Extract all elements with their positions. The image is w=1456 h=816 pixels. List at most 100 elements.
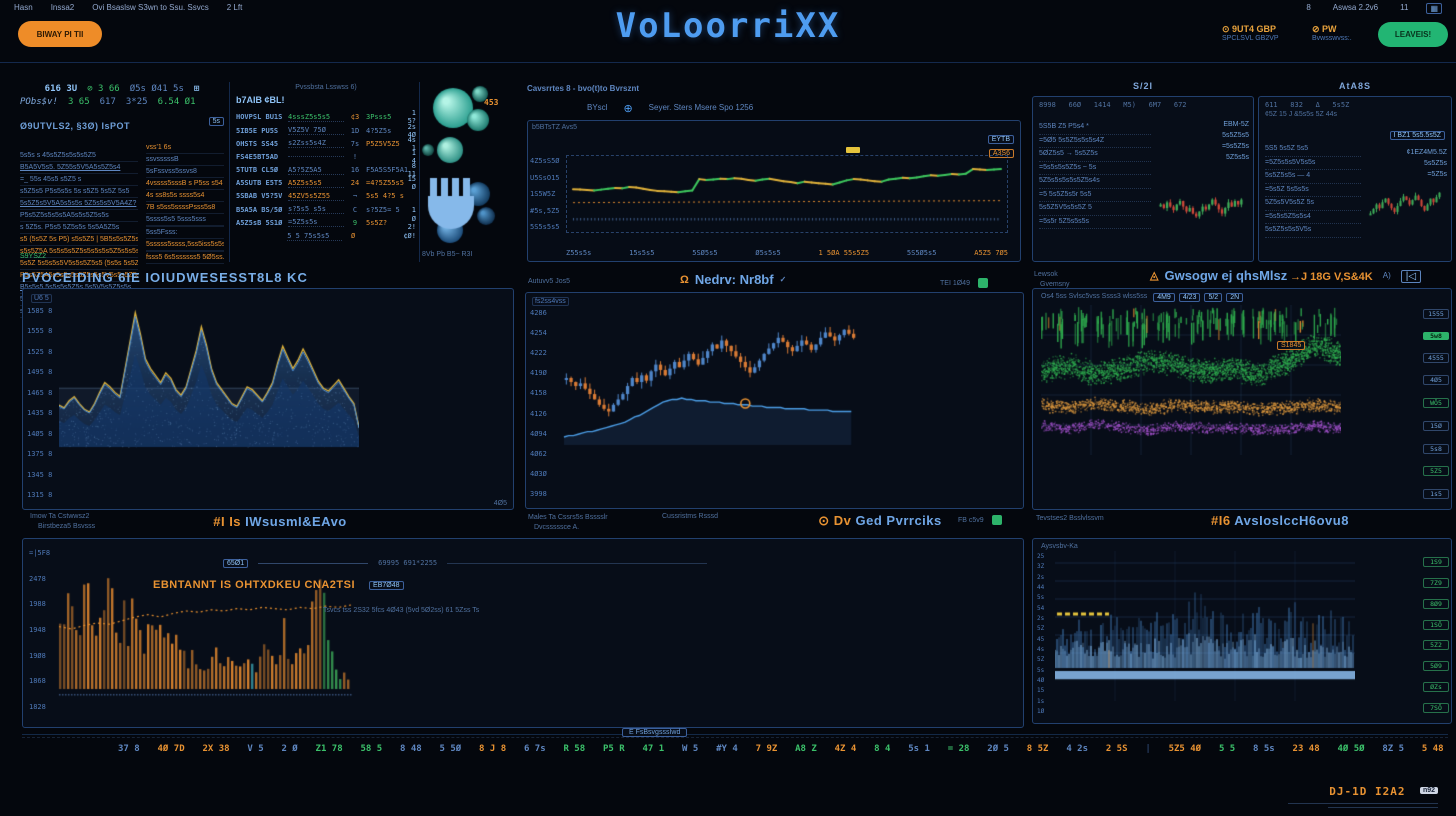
orderbook-row[interactable]: =5Ø5 5s5Z5s5s5s4Z	[1039, 135, 1151, 148]
watchlist-line[interactable]: 4vssss5sssB s P5ss s54	[146, 178, 224, 190]
menu-item[interactable]: Inssa2	[50, 3, 75, 12]
orderbook-row[interactable]: 5S5B Z5 P5s4 *	[1039, 121, 1151, 135]
watchlist-line[interactable]: 5s5Z5s5V5A5s5s5s 5Z5s5s5V5A4Z?	[20, 198, 138, 210]
watchlist-line[interactable]: vss'1 6s	[146, 142, 224, 154]
right-tick-label: ØZs	[1423, 682, 1449, 693]
volume-histogram-chart[interactable]	[55, 551, 355, 701]
orderbook-row[interactable]: =5Z5s5s5V5s5s	[1265, 157, 1361, 170]
primary-cta-button[interactable]: BIWAY PI TII	[18, 21, 102, 47]
ticker-item: 2 5S	[1105, 744, 1128, 754]
y-tick-label: 419Ø	[530, 369, 547, 378]
right-tick-label: 1s5	[1423, 489, 1449, 499]
grid-view-icon[interactable]: ▦	[1426, 3, 1442, 14]
histogram-annotation: 65Ø1 69995 691*2255	[223, 559, 708, 568]
position-icon: 16	[350, 166, 360, 175]
header-accent-value: →J 18G V,S&4K	[1290, 270, 1373, 283]
watchlist-line[interactable]: =_ 55s 45s5 s5Z5 s	[20, 174, 138, 186]
orderbook-row[interactable]: =5s5r 5Z5s5s5s	[1039, 216, 1151, 229]
orderbook-row[interactable]: 5Z5s5s5s5s5Z5s4s	[1039, 175, 1151, 189]
orderbook-row[interactable]: 5ØZ5s5 → 5s5Z5s	[1039, 148, 1151, 162]
position-change: 3Psss5	[366, 113, 392, 122]
y-tick-label: 1555 8	[27, 327, 53, 336]
orderbook-right-rows: 5S5 5s5Z 5s5 =5Z5s5s5V5s5s 5s5Z5s5s — 4 =5s…	[1265, 143, 1361, 238]
watchlist-line[interactable]: s5 (5s5Z 5s P5) s5s5Z5 | 5B5s5s5Z5s	[20, 234, 138, 246]
orderbook-row[interactable]: 5s5Z5s5s5V5s	[1265, 224, 1361, 238]
positions-row[interactable]: 5IB5E PU5S V5Z5V 75Ø 1D 4?5Z5s 2s 4Ø	[236, 123, 416, 139]
watchlist-line[interactable]: 5ss5Fsss:	[146, 227, 224, 239]
orderbook-row[interactable]: 5S5 5s5Z 5s5	[1265, 143, 1361, 157]
watchlist-line[interactable]: 7B s5ss5ssssPsss5s8	[146, 202, 224, 214]
stat-value: 616 3U	[44, 84, 78, 94]
yellow-marker	[846, 147, 860, 153]
caption-accent: #I Is	[213, 514, 242, 529]
positions-title: b7AIB ¢BL!	[236, 94, 285, 105]
ticker-item: 5 5Ø	[439, 744, 462, 754]
watchlist-line[interactable]: 5ssss5s5 5sss5sss	[146, 214, 224, 226]
orderbook-row[interactable]: =5s5s5s5Z5s ~ 5s	[1039, 162, 1151, 175]
login-button[interactable]: LEAVEIS!	[1378, 22, 1448, 47]
watchlist-line[interactable]: 5sFssvss5ssvs8	[146, 166, 224, 178]
positions-row[interactable]: FS4E5BT5AD ! 1 4	[236, 149, 416, 165]
mini-badge-label: 5s	[208, 117, 224, 126]
watchlist-line[interactable]: P5s5Z5s5s5s5A5s5s5Z5s5s	[20, 210, 138, 222]
y-tick-label: 5s	[1037, 666, 1045, 674]
orderbook-row[interactable]: =5s5Z 5s5s5s	[1265, 184, 1361, 197]
watchlist-line[interactable]: 5s5Z 5s5s5s5V5s5s5Z5s5 (5s5s 5s5Z5	[20, 258, 138, 270]
orderbook-row[interactable]: =5s5s5Z5s5s4	[1265, 211, 1361, 224]
menu-item[interactable]: Hasn	[14, 3, 33, 12]
y-tick-label: 1435 8	[27, 409, 53, 418]
position-symbol: 5TUTB CL5Ø	[236, 166, 279, 175]
caption-icon: ⊙	[818, 513, 830, 528]
watchlist-line[interactable]: ssvsssssB	[146, 154, 224, 166]
watchlist-line[interactable]	[146, 251, 224, 252]
watchlist-line[interactable]: s 5Z5s. P5s5 5Z5s5s 5s5A5Z5s	[20, 222, 138, 234]
watchlist-line[interactable]: 5sssss5ssss,5ss5iss5s5ssf	[146, 239, 224, 251]
depth-spike-chart[interactable]	[1055, 551, 1355, 701]
area-chart[interactable]	[59, 303, 359, 453]
watchlist-line[interactable]: P5s5Z5A5s5s5s5s5Z5s5s5V5s5s5Z5s	[20, 270, 138, 282]
candlestick-chart[interactable]	[560, 305, 860, 455]
ticker-item: 5 48	[1421, 744, 1444, 754]
menu-item[interactable]: Ovi Bsaslsw S3wn to Ssu. Ssvcs	[92, 3, 209, 12]
menu-item[interactable]: 2 Lft	[226, 3, 243, 12]
positions-row[interactable]: A5Z5sB 5S1Ø =5Z5s5s 9 5s5Z? Ø 2!	[236, 215, 416, 231]
menu-right-item[interactable]: 11	[1400, 3, 1409, 12]
header-divider	[0, 62, 1456, 63]
watchlist-line[interactable]: B5A5V5s5. 5Z55s5V5A5s5Z5s4	[20, 162, 138, 174]
equity-title: Cavsrrtes 8 - bvo(t)to Bvrsznt	[527, 84, 640, 93]
positions-row[interactable]: 5SBAB V5?5V 45ZV5s5Z55 ¬ 5s5 4?5 s	[236, 190, 416, 203]
scatter-title: Gwsogw ej qhsMlsz	[1164, 268, 1288, 283]
scatter-header: ◬ Gwsogw ej qhsMlsz	[1150, 268, 1287, 283]
expand-arrow-button[interactable]: |◁	[1400, 270, 1422, 283]
positions-row[interactable]: HOVPSL BU1S 4sssZ5s5s5 ¢3 3Psss5 1 5?	[236, 109, 416, 125]
candle-header: Ω Nedrv: Nr8bf ✓	[680, 272, 786, 287]
positions-row[interactable]: 5 5 75s5s5 Ø ¢Ø!	[236, 229, 416, 242]
ticker-bar: E FsBsvgsssIwd 37 8 4Ø 7D 2X 38 V 5 2 Ø Z1 78…	[22, 728, 1448, 754]
orderbook-row[interactable]: 5s5Z5s5s — 4	[1265, 170, 1361, 184]
watchlist-line[interactable]: s5Z5s5 P5s5s5s 5s s5Z5 5s5Z 5s5	[20, 186, 138, 198]
watchlist-line[interactable]: 5s5s s 45s5Z5s5s5s5Z5	[20, 150, 138, 162]
positions-row[interactable]: B5A5A BS/5Ø s?5s5 s5s C s?5Z5= 5 1	[236, 203, 416, 216]
positions-row[interactable]: 5TUTB CL5Ø A5?5Z5A5 16 F5A5S5F5A1 8 11	[236, 162, 416, 178]
positions-row[interactable]: OHSTS SS45 s2Zss5s4Z 7s P5Z5V5Z5 4s 1	[236, 136, 416, 152]
positions-row[interactable]: A5SUTB E5T5 A5Z5s5s5 24 =4?5Z55s5 15 Ø	[236, 175, 416, 191]
area-chart-tag: U6 5	[31, 294, 52, 303]
x-tick-label: 1 5ØA 55s5Z5	[818, 249, 870, 257]
orderbook-row[interactable]: 5s5Z5V5s5s5Z 5	[1039, 202, 1151, 216]
range-toggle[interactable]: BYscl	[587, 103, 608, 113]
right-tick-label: 5Ø9	[1423, 661, 1449, 672]
globe-icon[interactable]: ⊕	[623, 103, 633, 115]
area-corner-label: 4Ø5	[493, 500, 507, 508]
orderbook-row[interactable]: =5 5s5Z5s5r 5s5	[1039, 189, 1151, 202]
watchlist-line[interactable]: 4s ss8s5s ssss5s4	[146, 190, 224, 202]
menu-right-item[interactable]: 8	[1306, 3, 1311, 12]
bubble-caption: 8Vb Pb B5~ R3I	[422, 251, 473, 259]
watchlist-line[interactable]	[146, 226, 224, 227]
watchlist-line[interactable]: s5s5Z5A 5s5s5s5Z5s5s5s5s5Z5s5s5s	[20, 246, 138, 258]
scatter-band-chart[interactable]	[1041, 305, 1341, 455]
equity-chart[interactable]	[567, 156, 1007, 232]
menu-right-item[interactable]: Aswsa 2.2v6	[1332, 3, 1379, 12]
orderbook-right-badge: I BZ1 5s5.5s5Z	[1389, 131, 1445, 140]
orderbook-row[interactable]: 5Z5s5V5s5Z 5s	[1265, 197, 1361, 211]
